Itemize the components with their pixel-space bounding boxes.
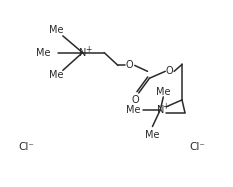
Text: Me: Me [145,130,160,140]
Text: N: N [79,48,86,58]
Text: Cl⁻: Cl⁻ [18,142,34,152]
Text: Me: Me [126,105,140,115]
Text: Me: Me [36,48,50,58]
Text: +: + [163,102,169,111]
Text: O: O [165,66,173,76]
Text: +: + [85,45,91,54]
Text: Me: Me [49,70,63,80]
Text: Me: Me [156,87,171,97]
Text: N: N [157,105,164,115]
Text: Cl⁻: Cl⁻ [189,142,205,152]
Text: O: O [132,95,140,105]
Text: Me: Me [49,25,63,35]
Text: O: O [126,60,134,70]
